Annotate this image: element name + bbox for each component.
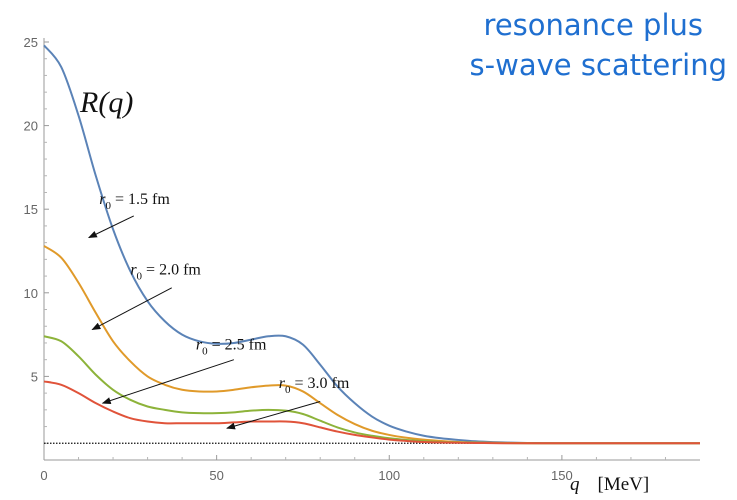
axes <box>43 38 700 461</box>
y-tick-label: 20 <box>24 119 38 134</box>
x-axis-label: q [MeV] <box>570 474 649 495</box>
series-label-2: r0 = 2.0 fm <box>130 261 201 282</box>
y-tick-label: 15 <box>24 202 38 217</box>
series-label-4: r0 = 3.0 fm <box>279 375 350 396</box>
chart-title-line-1: resonance plus <box>483 8 703 42</box>
series-arrow-1 <box>87 215 134 239</box>
x-tick-label: 0 <box>40 468 47 483</box>
annotations: r0 = 1.5 fm r0 = 2.0 fm r0 = 2.5 fm r0 = 3.… <box>87 191 350 430</box>
x-tick-label: 100 <box>378 468 400 483</box>
series-label-3: r0 = 2.5 fm <box>196 337 267 358</box>
x-tick-label: 150 <box>551 468 573 483</box>
tick-labels: 0 50 100 150 5 10 15 20 25 <box>24 35 573 483</box>
x-tick-label: 50 <box>209 468 223 483</box>
y-tick-label: 25 <box>24 35 38 50</box>
y-tick-label: 5 <box>31 369 38 384</box>
series-line-1 <box>43 44 700 445</box>
y-tick-label: 10 <box>24 286 38 301</box>
series-label-1: r0 = 1.5 fm <box>99 191 170 212</box>
series-arrow-3 <box>101 359 235 404</box>
y-axis-label: R(q) <box>79 86 133 119</box>
series-group <box>43 44 700 445</box>
series-arrow-4 <box>226 400 321 430</box>
chart-title-line-2: s-wave scattering <box>469 48 727 82</box>
series-arrow-2 <box>91 287 172 331</box>
axis-labels: R(q) q [MeV] <box>79 86 649 495</box>
series-line-4 <box>43 380 700 445</box>
